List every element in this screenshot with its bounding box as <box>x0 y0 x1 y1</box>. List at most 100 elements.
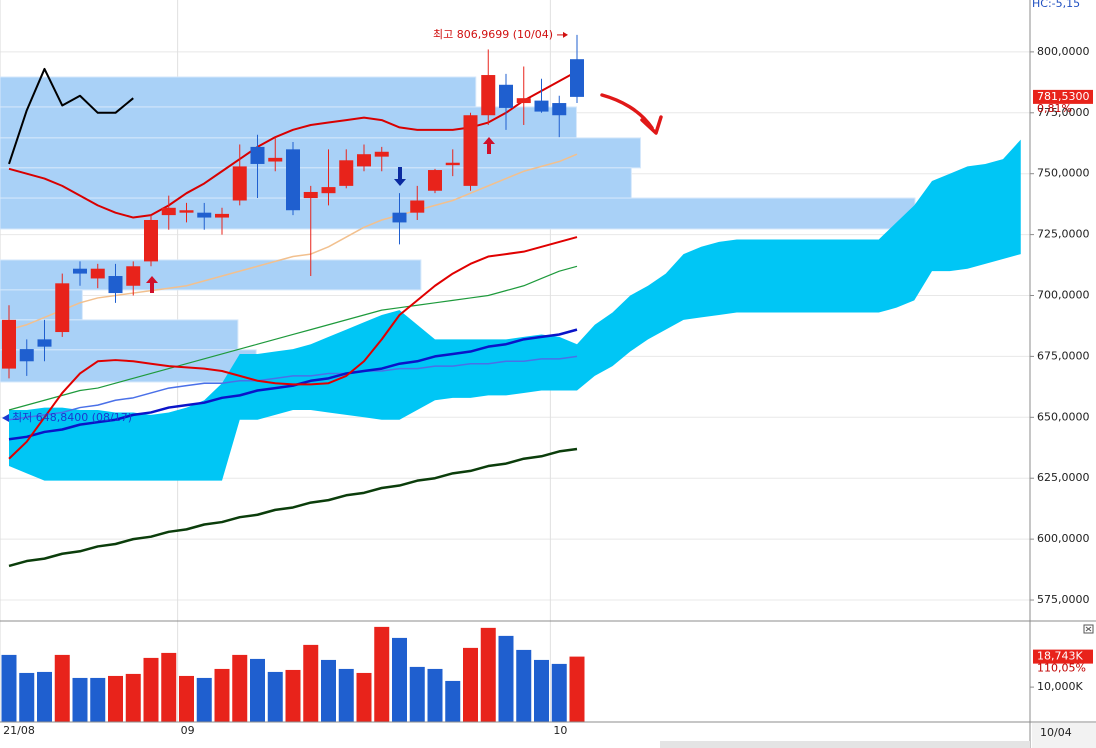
date-box <box>1032 723 1096 748</box>
last-price-box <box>1033 89 1093 104</box>
date-label: 10/04 <box>1040 726 1072 739</box>
indicator-line <box>8 328 578 441</box>
candle-body <box>357 154 371 167</box>
high-note: 최고 806,9699 (10/04) <box>433 28 553 41</box>
volume-bar <box>108 675 123 722</box>
hand-drawn-arrow <box>600 93 654 130</box>
candle-body <box>445 162 460 166</box>
volume-bar <box>463 647 478 722</box>
volume-bar <box>551 663 567 722</box>
volume-bar <box>374 626 390 722</box>
volume-bar <box>303 644 319 722</box>
y-tick-label: 625,0000 <box>1037 471 1090 484</box>
candle-body <box>55 283 70 333</box>
candle-body <box>19 349 34 362</box>
volume-bar <box>37 671 52 722</box>
volume-bar <box>54 654 70 722</box>
candle-body <box>481 75 496 116</box>
volume-bar <box>72 677 88 722</box>
volume-bar <box>338 668 354 722</box>
candle-body <box>552 103 567 116</box>
candle-body <box>534 100 549 112</box>
y-tick-label: 775,0000 <box>1037 106 1090 119</box>
candle-body <box>37 339 52 347</box>
candle-body <box>108 276 123 294</box>
hand-drawn-arrow <box>640 115 663 135</box>
ichimoku-cloud <box>9 139 1021 481</box>
change-label: 0,81% <box>1037 102 1072 115</box>
high-note-arrow <box>563 31 568 38</box>
indicator-line <box>8 236 578 460</box>
low-note: 최저 648,8400 (08/17) <box>12 411 132 424</box>
buy-signal <box>483 137 495 154</box>
candle-body <box>499 84 513 108</box>
y-tick-label: 10,000K <box>1037 680 1083 693</box>
volume-profile-bar <box>0 349 257 383</box>
volume-bar <box>196 677 212 722</box>
candle-body <box>268 157 283 162</box>
indicator-line <box>8 67 134 165</box>
y-tick-label: 725,0000 <box>1037 228 1090 241</box>
volume-bar <box>321 659 336 722</box>
candle-body <box>516 98 531 104</box>
candle-body <box>144 219 158 262</box>
volume-bar <box>569 656 585 722</box>
volume-bar <box>285 669 301 722</box>
candle-body <box>463 115 478 186</box>
volume-bar <box>1 654 17 722</box>
candle-body <box>232 166 247 201</box>
volume-bar <box>267 671 283 722</box>
indicator-line <box>8 355 578 421</box>
candle-body <box>90 268 105 279</box>
last-price-label: 781,5300 <box>1037 90 1090 103</box>
candle-body <box>392 212 407 223</box>
candle-body <box>570 59 584 97</box>
volume-bar <box>161 652 177 722</box>
x-tick-label: 21/08 <box>3 724 35 737</box>
volume-bar <box>480 627 496 722</box>
y-tick-label: 750,0000 <box>1037 167 1090 180</box>
candle-body <box>161 207 176 216</box>
volume-bar <box>143 657 159 722</box>
indicator-line <box>8 447 578 568</box>
indicator-line <box>8 70 578 219</box>
x-tick-label: 09 <box>181 724 195 737</box>
y-tick-label: 675,0000 <box>1037 349 1090 362</box>
candle-body <box>321 187 336 194</box>
candle-body <box>197 212 212 218</box>
volume-bar <box>427 668 443 722</box>
indicator-line <box>8 265 578 411</box>
volume-profile-bar <box>0 289 83 321</box>
volume-bar <box>90 677 106 722</box>
candle-body <box>250 146 265 164</box>
candle-body <box>303 191 318 199</box>
candle-body <box>126 266 141 286</box>
volume-ratio-label: 110,05% <box>1037 662 1086 675</box>
header-note: HC:-5,15 <box>1032 0 1080 10</box>
volume-bar <box>498 635 514 722</box>
volume-bar <box>179 675 194 722</box>
y-tick-label: 800,0000 <box>1037 45 1090 58</box>
candle-body <box>73 268 87 274</box>
volume-bar <box>250 658 265 722</box>
y-tick-label: 650,0000 <box>1037 410 1090 423</box>
scrollbar[interactable] <box>660 741 1030 748</box>
indicator-line <box>8 153 578 331</box>
volume-bar <box>125 673 141 722</box>
y-tick-label: 700,0000 <box>1037 289 1090 302</box>
volume-profile-bar <box>0 197 916 230</box>
candle-body <box>339 160 354 186</box>
volume-profile-bar <box>0 259 422 291</box>
volume-bar <box>409 666 425 722</box>
x-tick-label: 10 <box>553 724 567 737</box>
volume-bar <box>232 654 248 722</box>
y-tick-label: 600,0000 <box>1037 532 1090 545</box>
volume-bar <box>214 668 230 722</box>
candle-body <box>286 149 300 211</box>
volume-bar <box>356 672 372 722</box>
candle-body <box>410 200 425 213</box>
y-tick-label: 575,0000 <box>1037 593 1090 606</box>
volume-bar <box>534 659 549 722</box>
